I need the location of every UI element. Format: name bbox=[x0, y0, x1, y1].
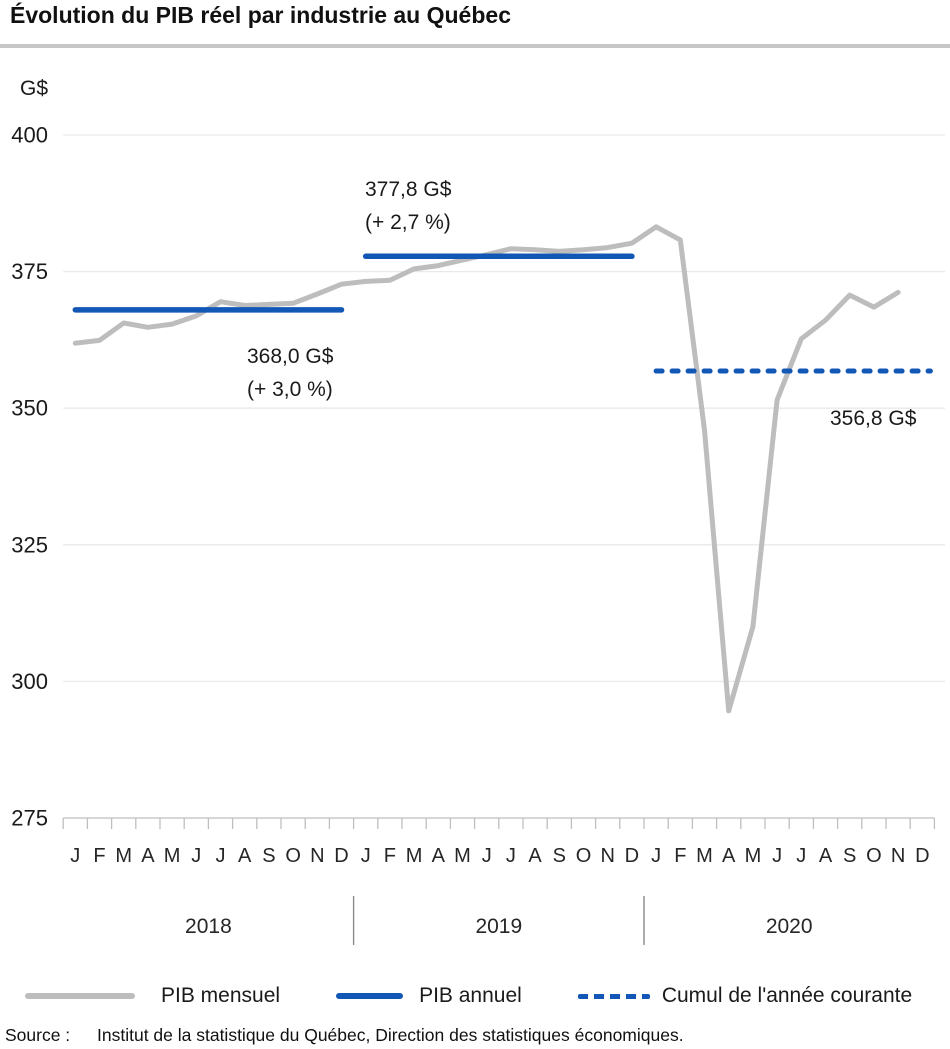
month-label: N bbox=[600, 845, 614, 867]
annotation-value-2018: 368,0 G$ bbox=[247, 345, 334, 368]
month-label: O bbox=[285, 845, 301, 867]
chart-title: Évolution du PIB réel par industrie au Q… bbox=[10, 2, 511, 28]
annual-line-swatch bbox=[336, 993, 404, 999]
chart-legend: PIB mensuel PIB annuel Cumul de l'année … bbox=[25, 984, 912, 1008]
month-label: M bbox=[696, 845, 713, 867]
annotation-change-2018: (+ 3,0 %) bbox=[247, 378, 333, 401]
y-tick-label-375: 375 bbox=[11, 259, 48, 284]
year-label-2020: 2020 bbox=[766, 915, 813, 938]
month-label: O bbox=[576, 845, 592, 867]
annotation-value-2019: 377,8 G$ bbox=[365, 178, 452, 201]
month-label: M bbox=[164, 845, 181, 867]
annotation-value-2020: 356,8 G$ bbox=[830, 407, 917, 430]
y-tick-label-325: 325 bbox=[11, 532, 48, 557]
monthly-gdp-line bbox=[72, 224, 901, 714]
legend-item-monthly: PIB mensuel bbox=[25, 984, 280, 1008]
legend-item-cumul: Cumul de l'année courante bbox=[577, 984, 913, 1008]
y-tick-label-275: 275 bbox=[11, 806, 48, 831]
month-label: J bbox=[482, 845, 492, 867]
legend-label-monthly: PIB mensuel bbox=[161, 984, 281, 1007]
annotation-change-2019: (+ 2,7 %) bbox=[365, 211, 451, 234]
month-label: D bbox=[915, 845, 929, 867]
month-label: S bbox=[553, 845, 566, 867]
y-tick-label-350: 350 bbox=[11, 396, 48, 421]
month-label: S bbox=[843, 845, 856, 867]
month-label: J bbox=[651, 845, 661, 867]
month-label: A bbox=[432, 845, 446, 867]
month-label: J bbox=[506, 845, 516, 867]
year-label-2019: 2019 bbox=[475, 915, 522, 938]
month-label: M bbox=[115, 845, 132, 867]
title-divider bbox=[0, 44, 950, 48]
month-label: A bbox=[722, 845, 736, 867]
y-axis-unit: G$ bbox=[20, 77, 48, 100]
legend-label-annual: PIB annuel bbox=[419, 984, 522, 1007]
month-label: J bbox=[772, 845, 782, 867]
month-label: O bbox=[866, 845, 882, 867]
month-label: M bbox=[406, 845, 423, 867]
month-label: A bbox=[819, 845, 833, 867]
month-label: A bbox=[238, 845, 252, 867]
monthly-line-swatch bbox=[25, 993, 135, 999]
year-label-2018: 2018 bbox=[185, 915, 232, 938]
month-label: J bbox=[70, 845, 80, 867]
month-label: M bbox=[745, 845, 762, 867]
cumul-line-swatch bbox=[577, 993, 650, 999]
y-tick-label-400: 400 bbox=[11, 123, 48, 148]
month-label: J bbox=[796, 845, 806, 867]
source-text: Institut de la statistique du Québec, Di… bbox=[97, 1025, 684, 1045]
month-label: J bbox=[361, 845, 371, 867]
month-label: A bbox=[141, 845, 155, 867]
month-label: M bbox=[454, 845, 471, 867]
month-label: F bbox=[674, 845, 686, 867]
month-label: N bbox=[891, 845, 905, 867]
month-label: S bbox=[262, 845, 275, 867]
month-label: J bbox=[191, 845, 201, 867]
legend-item-annual: PIB annuel bbox=[336, 984, 522, 1008]
y-tick-label-300: 300 bbox=[11, 669, 48, 694]
month-label: J bbox=[216, 845, 226, 867]
month-label: D bbox=[334, 845, 348, 867]
month-label: D bbox=[625, 845, 639, 867]
month-label: N bbox=[310, 845, 324, 867]
source-line: Source : Institut de la statistique du Q… bbox=[5, 1025, 684, 1046]
source-label: Source : bbox=[5, 1025, 71, 1045]
month-label: F bbox=[384, 845, 396, 867]
legend-label-cumul: Cumul de l'année courante bbox=[661, 984, 913, 1007]
month-label: F bbox=[93, 845, 105, 867]
month-label: A bbox=[528, 845, 542, 867]
